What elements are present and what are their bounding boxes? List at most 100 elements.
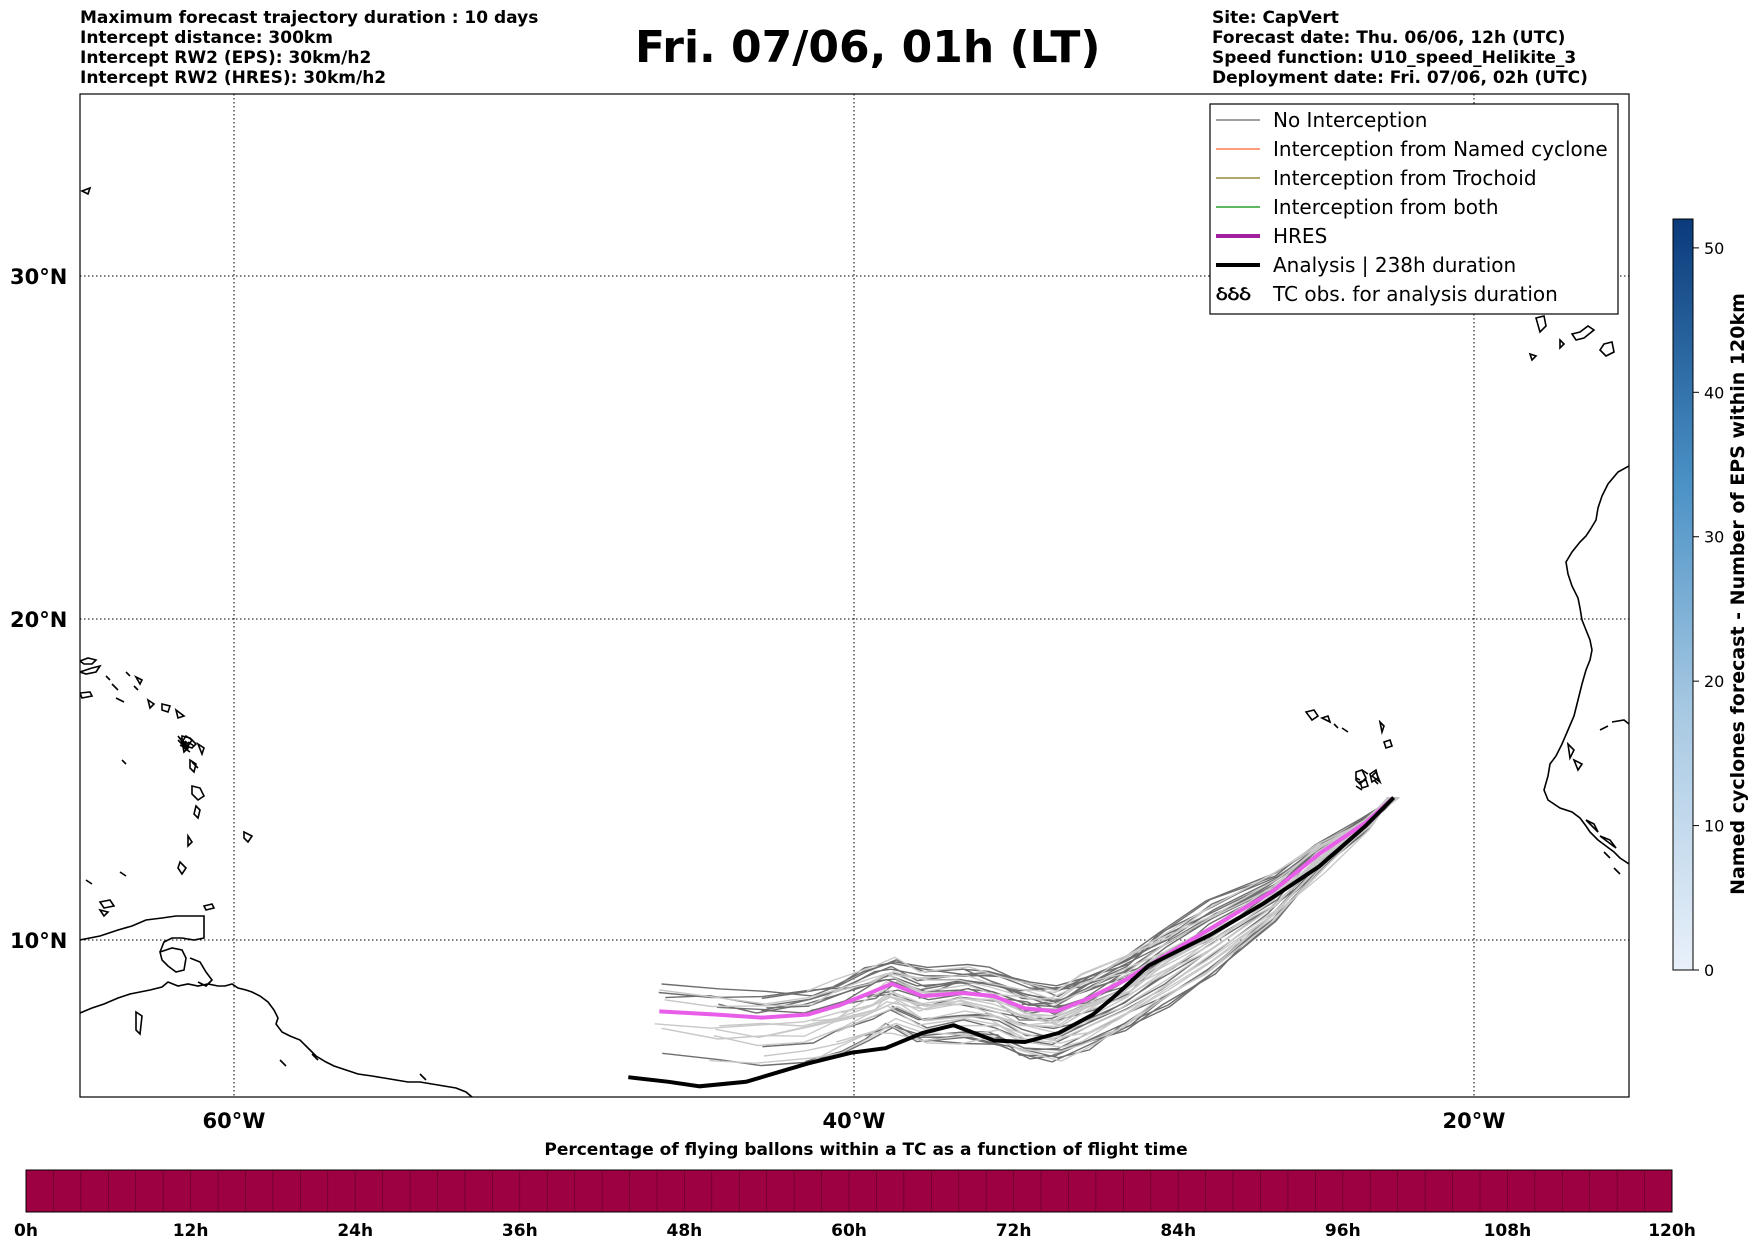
caribbean-island-st-vincent <box>187 833 194 848</box>
colorbar-bottom-tick-label: 96h <box>1325 1221 1361 1241</box>
eps-trajectory <box>715 797 1394 1039</box>
legend-label: No Interception <box>1273 108 1427 132</box>
caribbean-island <box>119 871 127 877</box>
legend-label: HRES <box>1273 224 1327 248</box>
coastline-trinidad <box>159 947 187 973</box>
colorbar-right-label: Named cyclones forecast - Number of EPS … <box>1727 293 1749 895</box>
lon-tick-label: 40°W <box>823 1109 886 1133</box>
cape-verde-island <box>1355 777 1361 781</box>
colorbar-bottom-tick-label: 120h <box>1648 1221 1696 1241</box>
map-title: Fri. 07/06, 01h (LT) <box>635 22 1101 73</box>
caribbean-island <box>98 899 116 909</box>
hres-track-line <box>659 796 1395 1020</box>
coastline-africa-detail <box>1613 867 1621 875</box>
caribbean-island <box>80 691 94 699</box>
caribbean-island-lesser <box>80 657 98 665</box>
cape-verde-island <box>1373 779 1379 785</box>
coastline-venezuela-north <box>80 915 205 953</box>
eps-trajectory <box>763 797 1389 1057</box>
analysis-trajectory <box>628 796 1396 1089</box>
eps-trajectory <box>713 797 1391 1047</box>
header-right-line: Site: CapVert <box>1212 8 1339 28</box>
cape-verde-island <box>1304 709 1320 722</box>
caribbean-island-dominica <box>189 758 197 774</box>
caribbean-island <box>85 879 93 885</box>
cape-verde-island <box>1319 714 1332 724</box>
colorbar-right-gradient <box>1672 218 1694 971</box>
legend-label: Interception from Trochoid <box>1273 166 1537 190</box>
cape-verde-island <box>1333 723 1339 729</box>
colorbar-bottom-tick-label: 24h <box>337 1221 373 1241</box>
coastlines <box>80 186 1629 1097</box>
lon-tick-label: 60°W <box>203 1109 266 1133</box>
colorbar-bottom-tick-label: 108h <box>1484 1221 1532 1241</box>
colorbar-right-tick-label: 0 <box>1704 961 1714 980</box>
colorbar-bottom-tick-label: 12h <box>173 1221 209 1241</box>
caribbean-island <box>183 747 191 753</box>
cape-verde-island <box>1369 768 1379 784</box>
coastline-venezuela-east <box>189 957 214 987</box>
eps-trajectory <box>807 797 1393 1065</box>
colorbar-right-tick-label: 10 <box>1704 817 1724 836</box>
caribbean-island <box>161 702 172 714</box>
caribbean-island <box>133 675 144 686</box>
caribbean-island <box>191 761 199 769</box>
eps-trajectory <box>841 797 1390 1026</box>
legend-label: Interception from both <box>1273 195 1499 219</box>
coastline-africa-detail <box>1566 741 1575 761</box>
coastline-africa <box>1543 465 1629 865</box>
analysis-track-line <box>628 796 1396 1089</box>
header-left-info: Maximum forecast trajectory duration : 1… <box>80 8 538 88</box>
coastline-africa-detail <box>1603 851 1611 859</box>
legend: No Interception Interception from Named c… <box>1209 103 1619 315</box>
colorbar-bottom-tick-label: 60h <box>831 1221 867 1241</box>
header-right-line: Forecast date: Thu. 06/06, 12h (UTC) <box>1212 28 1566 48</box>
caribbean-island-lesser <box>125 671 131 677</box>
caribbean-island-guadeloupe <box>181 734 198 749</box>
legend-box <box>1209 103 1619 315</box>
cape-verde-island <box>1378 719 1385 736</box>
colorbar-right-tick-label: 30 <box>1704 528 1724 547</box>
coastline-africa-detail <box>1572 758 1584 772</box>
caribbean-island <box>184 740 190 746</box>
header-left-line: Maximum forecast trajectory duration : 1… <box>80 8 539 28</box>
caribbean-island-lesser <box>80 186 92 196</box>
coastline-africa-detail <box>1585 819 1599 833</box>
caribbean-island-tobago <box>202 903 216 911</box>
caribbean-island-lesser <box>111 683 119 691</box>
cape-verde-island <box>1382 738 1394 750</box>
canary-island <box>1528 352 1538 362</box>
caribbean-island-barbados <box>243 830 254 844</box>
map-frame <box>79 93 1630 1098</box>
caribbean-island <box>279 1059 287 1067</box>
caribbean-island <box>196 741 205 757</box>
colorbar-bottom-title: Percentage of flying ballons within a TC… <box>544 1140 1187 1160</box>
eps-trajectories-no-interception <box>654 797 1400 1067</box>
caribbean-island <box>311 1053 319 1061</box>
colorbar-bottom: Percentage of flying ballons within a TC… <box>14 1140 1696 1241</box>
cape-verde-island-santiago <box>1355 769 1367 786</box>
caribbean-island-lesser <box>133 685 139 691</box>
lat-tick-label: 10°N <box>10 929 67 953</box>
header-right-line: Speed function: U10_speed_Helikite_3 <box>1212 48 1577 68</box>
cape-verde-island <box>1361 769 1369 775</box>
eps-trajectory <box>709 797 1393 1064</box>
eps-trajectory <box>836 797 1397 1044</box>
map-gridlines <box>80 94 1629 1097</box>
lat-tick-label: 30°N <box>10 265 67 289</box>
caribbean-island-lesser <box>121 759 127 765</box>
header-right-info: Site: CapVert Forecast date: Thu. 06/06,… <box>1212 8 1588 88</box>
cape-verde-island <box>1355 785 1363 791</box>
eps-trajectory <box>868 797 1396 1005</box>
legend-label: Interception from Named cyclone <box>1273 137 1608 161</box>
canary-island <box>1559 338 1566 350</box>
coastline-africa-detail <box>1611 719 1629 725</box>
colorbar-right-tick-label: 20 <box>1704 672 1724 691</box>
canary-island <box>1598 341 1615 357</box>
legend-label: Analysis | 238h duration <box>1273 253 1516 277</box>
caribbean-island-grenada <box>177 860 188 876</box>
caribbean-island-lesser <box>105 675 111 681</box>
coastline-africa-detail <box>1599 835 1617 849</box>
caribbean-island <box>419 1073 427 1081</box>
